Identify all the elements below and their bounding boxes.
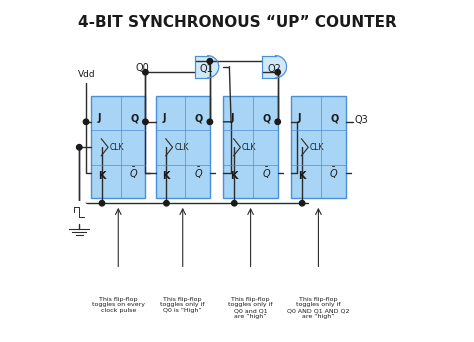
Circle shape: [83, 119, 89, 124]
Text: This flip-flop
toggles only if
Q0 AND Q1 AND Q2
are “high”: This flip-flop toggles only if Q0 AND Q1…: [287, 297, 350, 319]
Polygon shape: [208, 56, 219, 78]
Text: This flip-flop
toggles only if
Q0 is “High”: This flip-flop toggles only if Q0 is “Hi…: [161, 297, 205, 313]
Text: CLK: CLK: [174, 143, 189, 152]
Circle shape: [300, 200, 305, 206]
Text: Q0: Q0: [135, 63, 149, 73]
Text: This flip-flop
toggles only if
Q0 and Q1
are “high”: This flip-flop toggles only if Q0 and Q1…: [228, 297, 273, 319]
Text: Q: Q: [330, 113, 339, 123]
Text: K: K: [163, 171, 170, 181]
FancyBboxPatch shape: [155, 96, 210, 198]
Text: J: J: [163, 113, 166, 123]
Circle shape: [232, 200, 237, 206]
Circle shape: [207, 119, 212, 124]
Text: K: K: [298, 171, 306, 181]
Text: Q3: Q3: [354, 115, 368, 125]
FancyBboxPatch shape: [263, 56, 275, 78]
Circle shape: [69, 201, 90, 222]
Text: Q2: Q2: [267, 64, 281, 74]
FancyBboxPatch shape: [91, 96, 146, 198]
Circle shape: [275, 69, 281, 75]
Circle shape: [275, 119, 281, 124]
Text: Vdd: Vdd: [78, 70, 95, 79]
Text: J: J: [298, 113, 301, 123]
Text: CLK: CLK: [242, 143, 256, 152]
Text: $\bar{Q}$: $\bar{Q}$: [329, 166, 339, 181]
Text: $\bar{Q}$: $\bar{Q}$: [262, 166, 271, 181]
Text: CLK: CLK: [110, 143, 124, 152]
Text: $\bar{Q}$: $\bar{Q}$: [194, 166, 203, 181]
Circle shape: [76, 145, 82, 150]
Circle shape: [143, 69, 148, 75]
Circle shape: [143, 119, 148, 124]
Circle shape: [164, 200, 169, 206]
Polygon shape: [275, 56, 286, 78]
FancyBboxPatch shape: [292, 96, 346, 198]
Text: Q: Q: [130, 113, 138, 123]
Text: This flip-flop
toggles on every
clock pulse: This flip-flop toggles on every clock pu…: [92, 297, 145, 313]
FancyBboxPatch shape: [195, 56, 208, 78]
Circle shape: [99, 200, 105, 206]
Text: K: K: [230, 171, 238, 181]
Text: Q: Q: [263, 113, 271, 123]
Text: J: J: [98, 113, 101, 123]
Text: K: K: [98, 171, 105, 181]
FancyBboxPatch shape: [223, 96, 278, 198]
Text: CLK: CLK: [310, 143, 324, 152]
Text: 4-BIT SYNCHRONOUS “UP” COUNTER: 4-BIT SYNCHRONOUS “UP” COUNTER: [78, 15, 396, 30]
Text: Q: Q: [195, 113, 203, 123]
Text: Q1: Q1: [200, 64, 213, 74]
Text: $\bar{Q}$: $\bar{Q}$: [129, 166, 138, 181]
Circle shape: [207, 58, 212, 64]
Text: J: J: [230, 113, 234, 123]
